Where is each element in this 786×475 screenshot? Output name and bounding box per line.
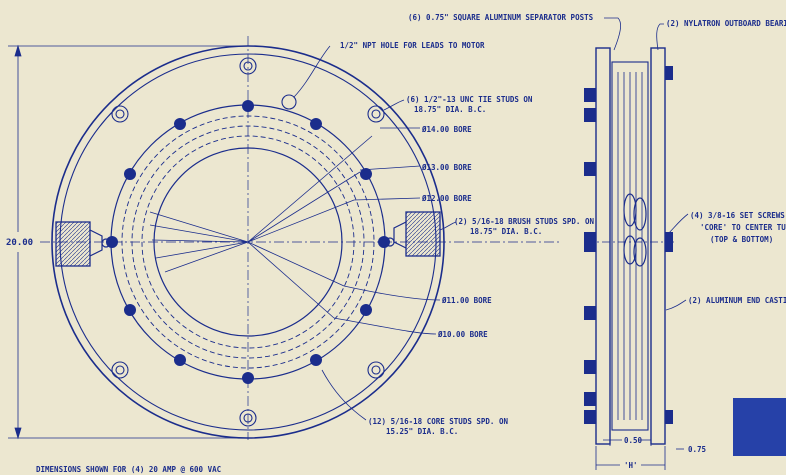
right-brush-holder xyxy=(385,211,441,257)
side-leaders xyxy=(604,17,689,311)
end-castings-label: (2) ALUMINUM END CASTINGS xyxy=(688,296,786,305)
front-view xyxy=(8,36,560,440)
core-studs-label-1: (12) 5/16-18 CORE STUDS SPD. ON xyxy=(368,417,508,426)
core-studs-label-2: 15.25" DIA. B.C. xyxy=(386,427,458,436)
bearing-plate-right xyxy=(650,47,666,445)
overall-diameter-label: 20.00 xyxy=(6,238,33,248)
coil-detail xyxy=(623,193,647,267)
bore-11-circle xyxy=(141,135,355,349)
tie-studs-label-1: (6) 1/2"-13 UNC TIE STUDS ON xyxy=(406,95,533,104)
set-screws-label-3: (TOP & BOTTOM) xyxy=(710,235,773,244)
side-view xyxy=(584,17,689,470)
bore-13-circle xyxy=(121,115,375,369)
bore-12-circle xyxy=(131,125,365,359)
dim-050-label: 0.50 xyxy=(624,436,643,445)
npt-hole xyxy=(281,94,297,110)
bore-12-label: Ø12.00 BORE xyxy=(421,194,472,203)
tie-studs xyxy=(111,57,385,427)
core-studs xyxy=(106,100,390,384)
bore-11-label: Ø11.00 BORE xyxy=(441,296,492,305)
bearing-plate-left xyxy=(595,47,611,445)
overall-diameter-dimension xyxy=(8,44,244,440)
separator-posts-label: (6) 0.75" SQUARE ALUMINUM SEPARATOR POST… xyxy=(408,13,594,22)
bearing-plates-label: (2) NYLATRON OUTBOARD BEARING PLATES xyxy=(666,19,786,28)
npt-hole-label: 1/2" NPT HOLE FOR LEADS TO MOTOR xyxy=(340,41,485,50)
bore-10-label: Ø10.00 BORE xyxy=(437,330,488,339)
set-screws-label-1: (4) 3/8-16 SET SCREWS LOCK xyxy=(690,211,786,220)
bore-13-label: Ø13.00 BORE xyxy=(421,163,472,172)
brush-studs-label-2: 18.75" DIA. B.C. xyxy=(470,227,542,236)
annotation-leaders xyxy=(293,45,457,421)
core-stack xyxy=(611,61,649,431)
outer-flange-circle xyxy=(51,45,445,439)
footnote: DIMENSIONS SHOWN FOR (4) 20 AMP @ 600 VA… xyxy=(36,465,221,474)
corner-tab xyxy=(733,398,786,456)
radius-leaders xyxy=(149,135,373,319)
dim-075-label: 0.75 xyxy=(688,445,706,454)
bore-14-label: Ø14.00 BORE xyxy=(421,125,472,134)
side-dimensions xyxy=(595,439,684,470)
brush-studs-label-1: (2) 5/16-18 BRUSH STUDS SPD. ON xyxy=(454,217,594,226)
set-screws-label-2: 'CORE' TO CENTER TUBE xyxy=(700,223,786,232)
dim-h-label: 'H' xyxy=(624,461,638,470)
tie-studs-label-2: 18.75" DIA. B.C. xyxy=(414,105,486,114)
bore-10-circle xyxy=(153,147,343,337)
side-bolts xyxy=(584,66,673,424)
left-brush-holder xyxy=(55,221,111,267)
